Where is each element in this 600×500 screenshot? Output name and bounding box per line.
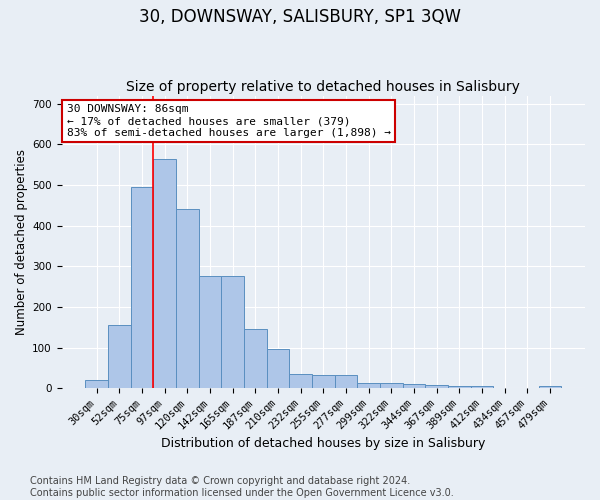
Bar [335,375,357,388]
Text: 30, DOWNSWAY, SALISBURY, SP1 3QW: 30, DOWNSWAY, SALISBURY, SP1 3QW [139,8,461,26]
Y-axis label: Number of detached properties: Number of detached properties [15,149,28,335]
Bar [380,384,403,388]
X-axis label: Distribution of detached houses by size in Salisbury: Distribution of detached houses by size … [161,437,485,450]
Bar [289,374,312,388]
Title: Size of property relative to detached houses in Salisbury: Size of property relative to detached ho… [127,80,520,94]
Bar [266,348,289,388]
Bar [85,380,108,388]
Bar [199,276,221,388]
Bar [312,375,335,388]
Bar [153,158,176,388]
Bar [357,384,380,388]
Bar [108,325,131,388]
Bar [403,384,425,388]
Bar [470,386,493,388]
Bar [221,276,244,388]
Bar [425,385,448,388]
Bar [539,386,561,388]
Bar [131,187,153,388]
Bar [448,386,470,388]
Text: 30 DOWNSWAY: 86sqm
← 17% of detached houses are smaller (379)
83% of semi-detach: 30 DOWNSWAY: 86sqm ← 17% of detached hou… [67,104,391,138]
Bar [244,329,266,388]
Bar [176,210,199,388]
Text: Contains HM Land Registry data © Crown copyright and database right 2024.
Contai: Contains HM Land Registry data © Crown c… [30,476,454,498]
